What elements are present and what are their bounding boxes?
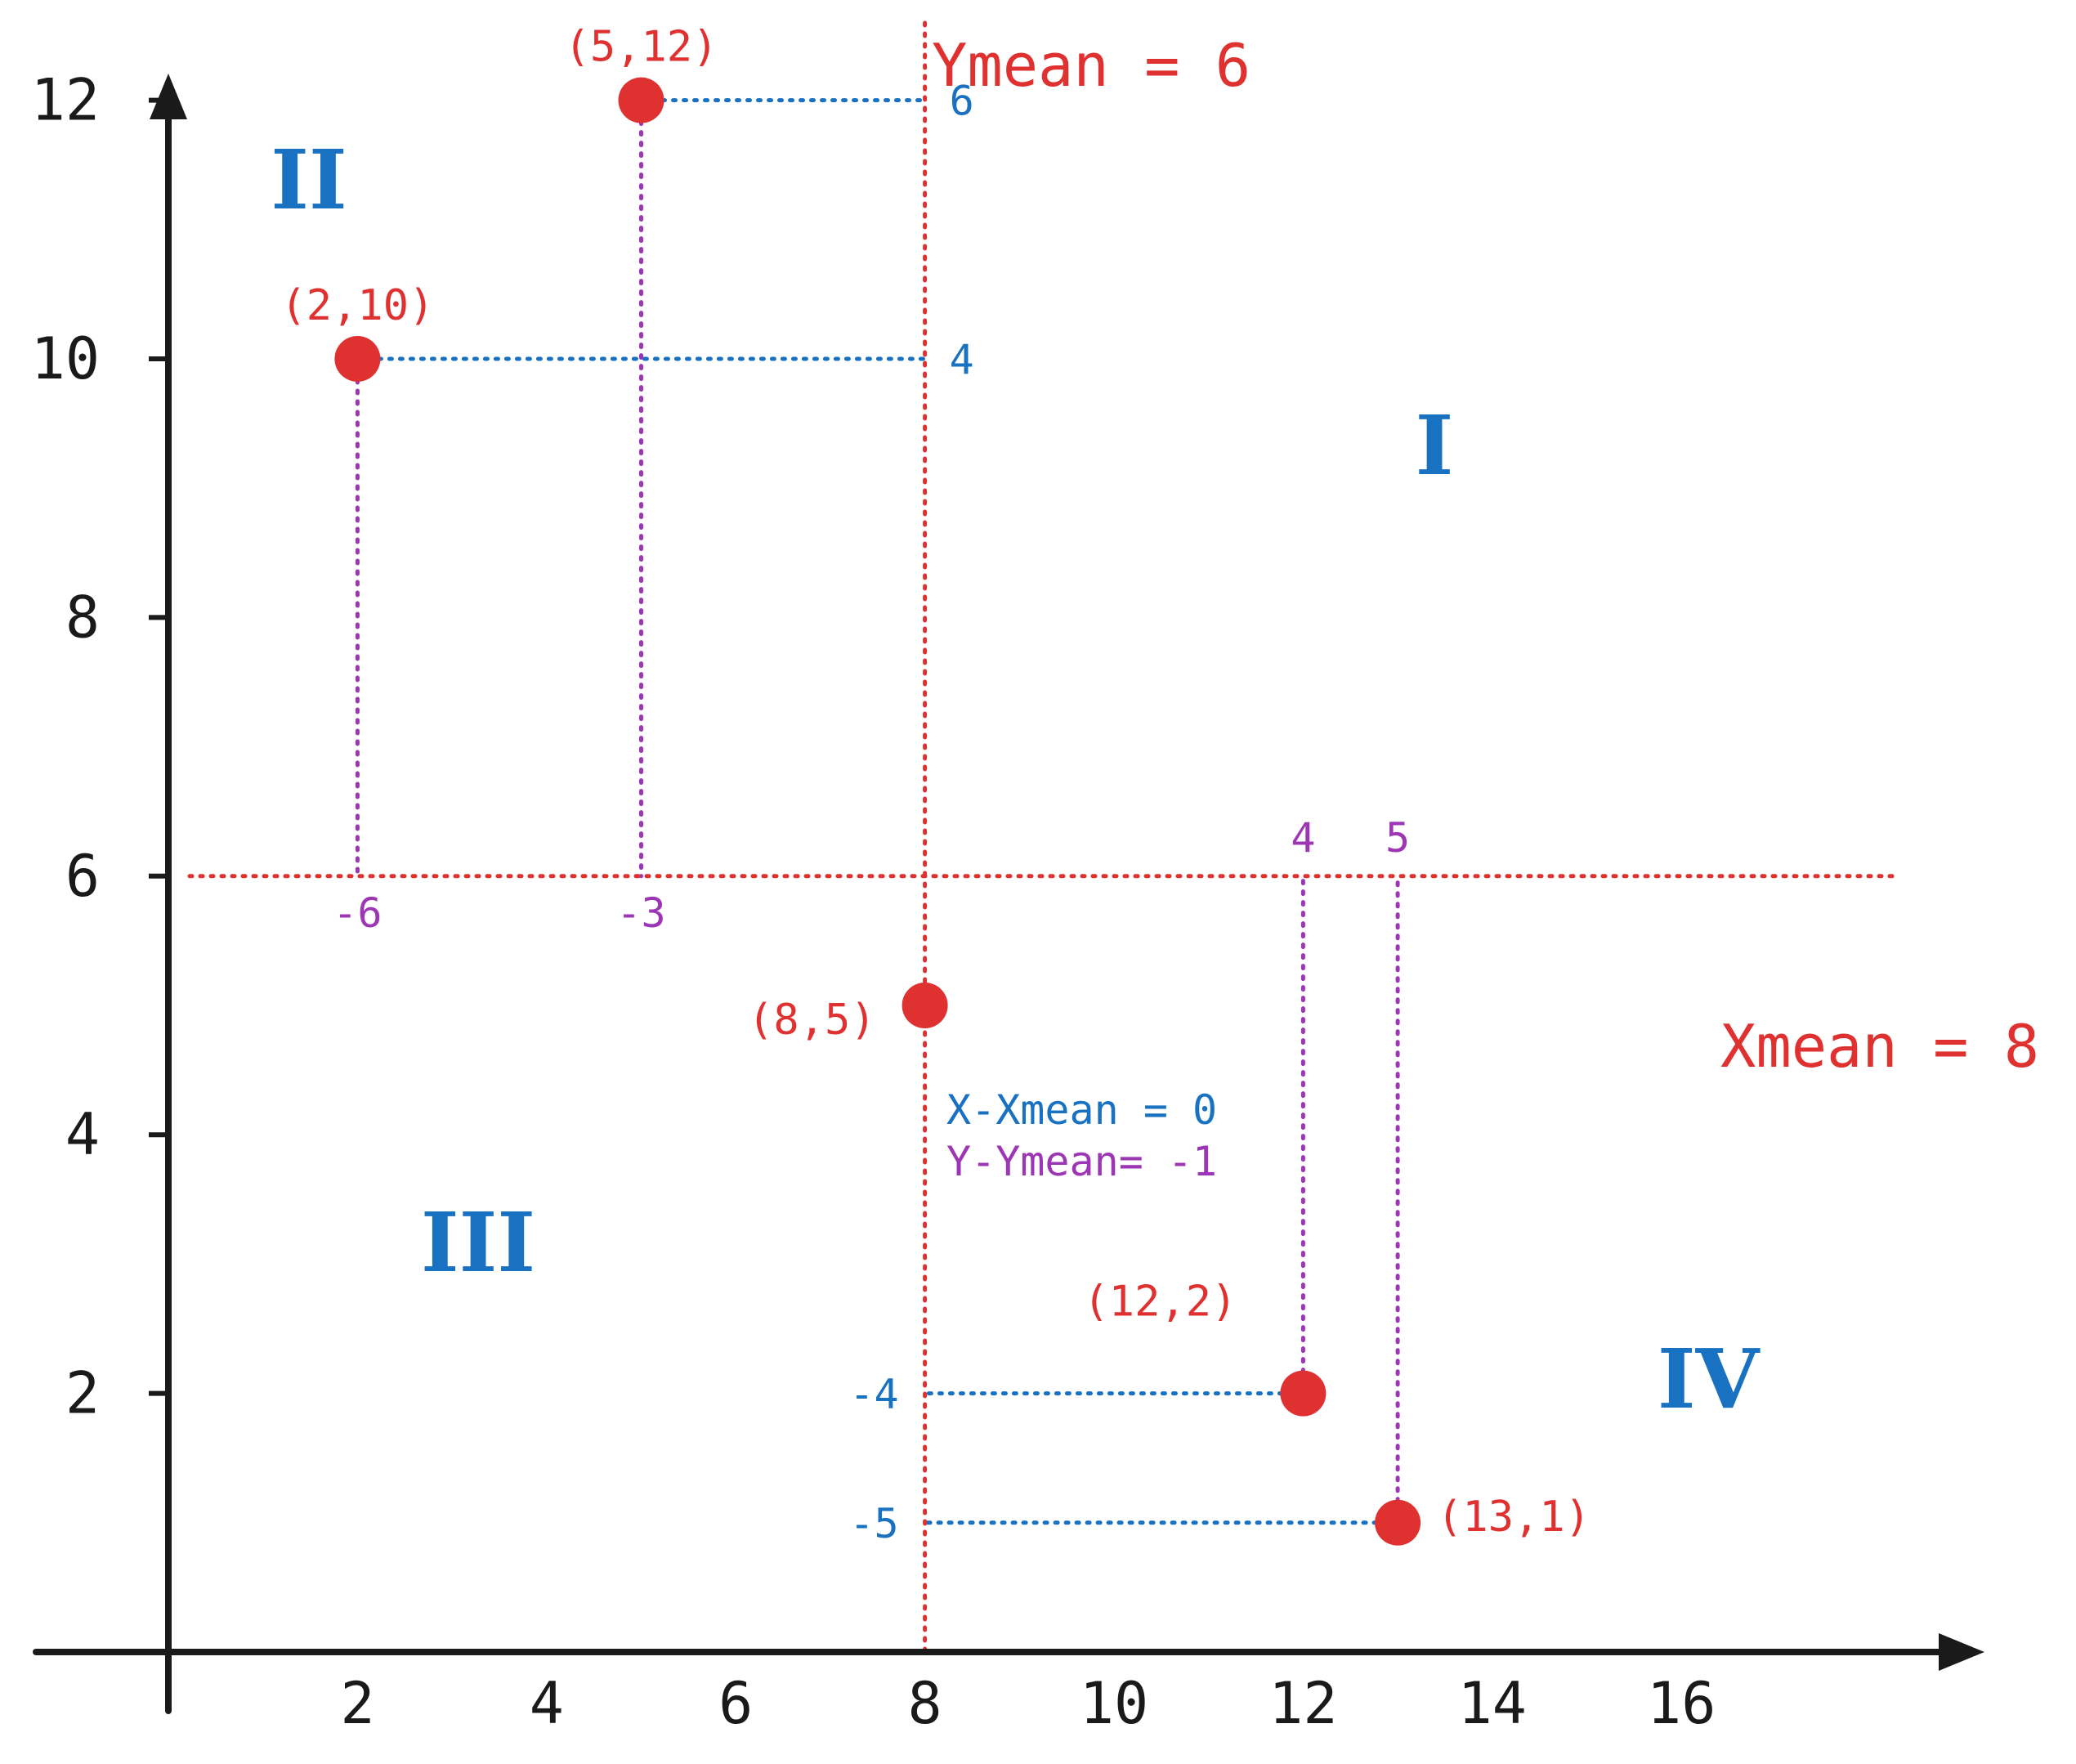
quadrant-label-iv: IV — [1658, 1331, 1761, 1427]
y-tick-label: 6 — [65, 843, 100, 910]
y-deviation-value: -4 — [849, 1371, 898, 1418]
point-label: (2,10) — [280, 281, 434, 330]
x-deviation-value: -6 — [333, 889, 382, 937]
x-tick-label: 4 — [530, 1670, 564, 1737]
y-tick-label: 4 — [65, 1101, 100, 1168]
deviation-lines — [355, 98, 1400, 1525]
data-point — [902, 983, 948, 1028]
y-tick-label: 2 — [65, 1360, 100, 1427]
x-tick-label: 14 — [1458, 1670, 1527, 1737]
x-deviation-value: -3 — [616, 889, 665, 937]
data-point — [334, 336, 381, 382]
point-label: (12,2) — [1083, 1278, 1237, 1327]
y-tick-label: 8 — [65, 584, 100, 651]
point-label: (5,12) — [565, 23, 718, 72]
data-point — [618, 77, 664, 123]
annotation-y-deviation: Y-Ymean= -1 — [946, 1138, 1217, 1185]
quadrant-label-iii: III — [421, 1194, 535, 1291]
x-axis-arrowhead — [1939, 1633, 1984, 1671]
y-deviation-value: 6 — [950, 78, 974, 125]
x-tick-label: 16 — [1647, 1670, 1716, 1737]
quadrant-label-i: I — [1416, 397, 1454, 494]
points — [334, 77, 1421, 1546]
ymean-label: Ymean = 6 — [932, 31, 1251, 100]
point-label: (13,1) — [1437, 1493, 1591, 1542]
y-axis-arrowhead — [150, 74, 187, 119]
xmean-label: Xmean = 8 — [1720, 1012, 2039, 1081]
y-tick-label: 10 — [31, 325, 100, 392]
point-label: (8,5) — [748, 996, 876, 1045]
annotation-x-deviation: X-Xmean = 0 — [946, 1086, 1217, 1134]
mean-lines — [187, 20, 1897, 1654]
labels: Ymean = 6 Xmean = 8 X-Xmean = 0 Y-Ymean=… — [271, 23, 2039, 1547]
x-tick-label: 2 — [340, 1670, 374, 1737]
x-tick-label: 6 — [718, 1670, 753, 1737]
x-tick-label: 12 — [1268, 1670, 1337, 1737]
y-deviation-value: -5 — [849, 1500, 898, 1547]
y-tick-label: 12 — [31, 67, 100, 134]
y-deviation-value: 4 — [950, 336, 974, 383]
data-point — [1375, 1499, 1421, 1546]
x-tick-label: 8 — [908, 1670, 942, 1737]
x-deviation-value: 4 — [1291, 814, 1315, 862]
x-tick-label: 10 — [1080, 1670, 1148, 1737]
x-deviation-value: 5 — [1385, 814, 1410, 862]
quadrant-label-ii: II — [271, 132, 347, 228]
axes — [33, 74, 1984, 1714]
data-point — [1280, 1370, 1327, 1417]
ticks: 2 4 6 8 10 12 14 16 2 4 6 8 10 12 — [31, 67, 1716, 1737]
